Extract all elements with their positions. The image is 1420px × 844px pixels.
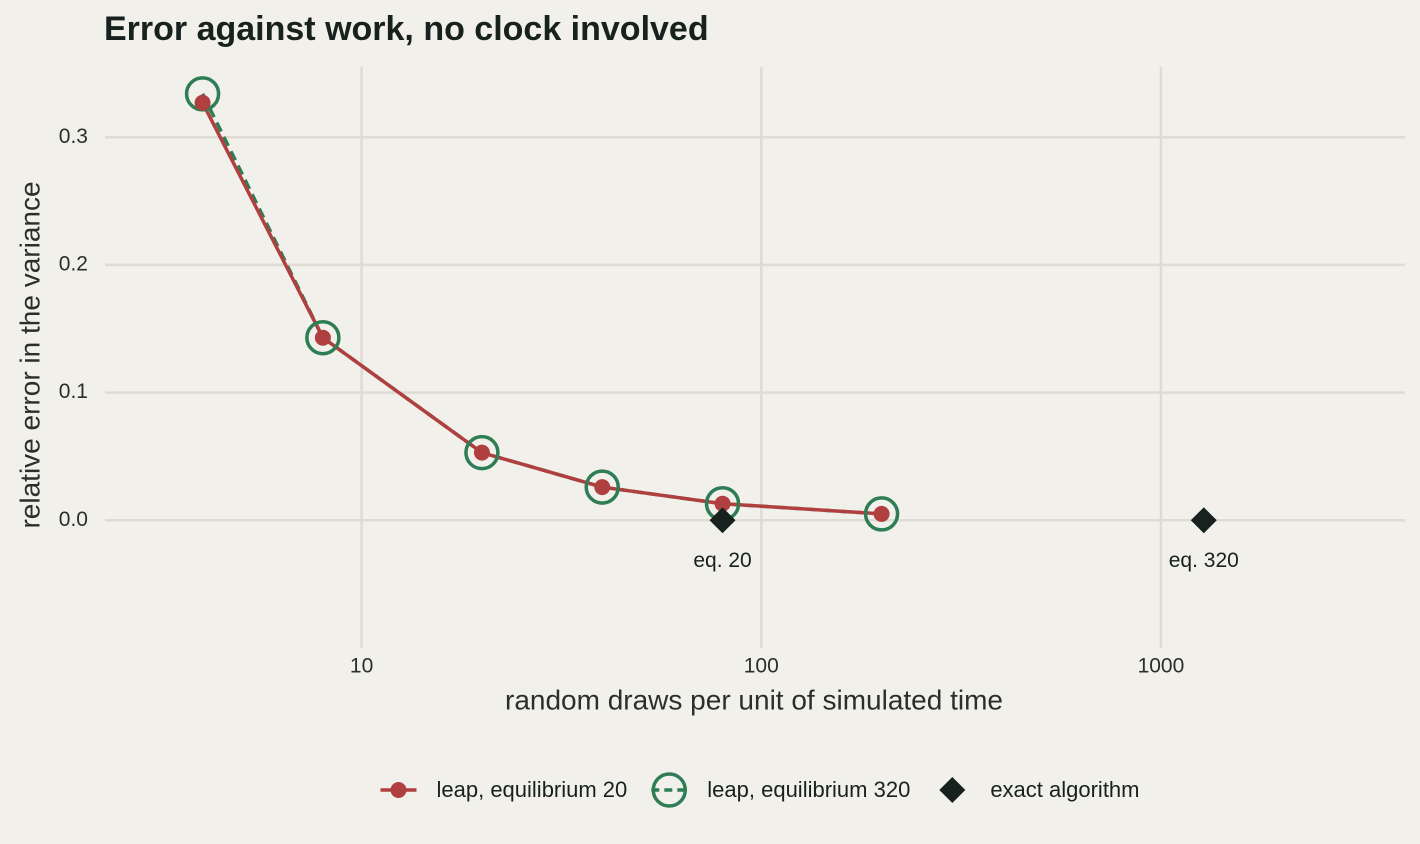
x-tick-label: 10	[350, 655, 373, 678]
legend-symbol	[939, 777, 966, 803]
series-line	[201, 101, 882, 516]
point	[873, 505, 890, 522]
annotation: eq. 20	[693, 549, 751, 572]
point	[314, 329, 331, 346]
point	[714, 495, 731, 512]
x-axis-label: random draws per unit of simulated time	[505, 684, 1003, 715]
point	[584, 469, 620, 505]
legend-item: exact algorithm	[939, 777, 1140, 803]
legend: leap, equilibrium 20 leap, equilibrium 32…	[380, 772, 1140, 808]
x-tick-label: 1000	[1138, 655, 1185, 678]
y-tick-label: 0.0	[59, 508, 88, 531]
point	[709, 507, 736, 534]
legend-symbol	[390, 782, 407, 798]
annotation: eq. 320	[1169, 549, 1239, 572]
x-tick-label: 100	[744, 655, 779, 678]
legend-label: exact algorithm	[990, 777, 1139, 802]
point	[194, 94, 211, 111]
y-tick-label: 0.2	[59, 252, 88, 275]
legend-item: leap, equilibrium 320	[651, 772, 910, 808]
legend-label: leap, equilibrium 20	[437, 777, 628, 802]
point	[863, 496, 900, 532]
legend-label: leap, equilibrium 320	[707, 777, 910, 802]
y-tick-label: 0.3	[59, 125, 88, 148]
point	[305, 319, 341, 356]
y-tick-label: 0.1	[59, 380, 88, 403]
point	[1190, 507, 1217, 534]
point	[464, 434, 500, 471]
y-axis-label: relative error in the variance	[14, 181, 45, 528]
point	[473, 444, 490, 461]
point	[594, 479, 611, 496]
chart-title: Error against work, no clock involved	[104, 10, 709, 48]
legend-symbol	[651, 772, 688, 808]
legend-item: leap, equilibrium 20	[380, 777, 628, 802]
